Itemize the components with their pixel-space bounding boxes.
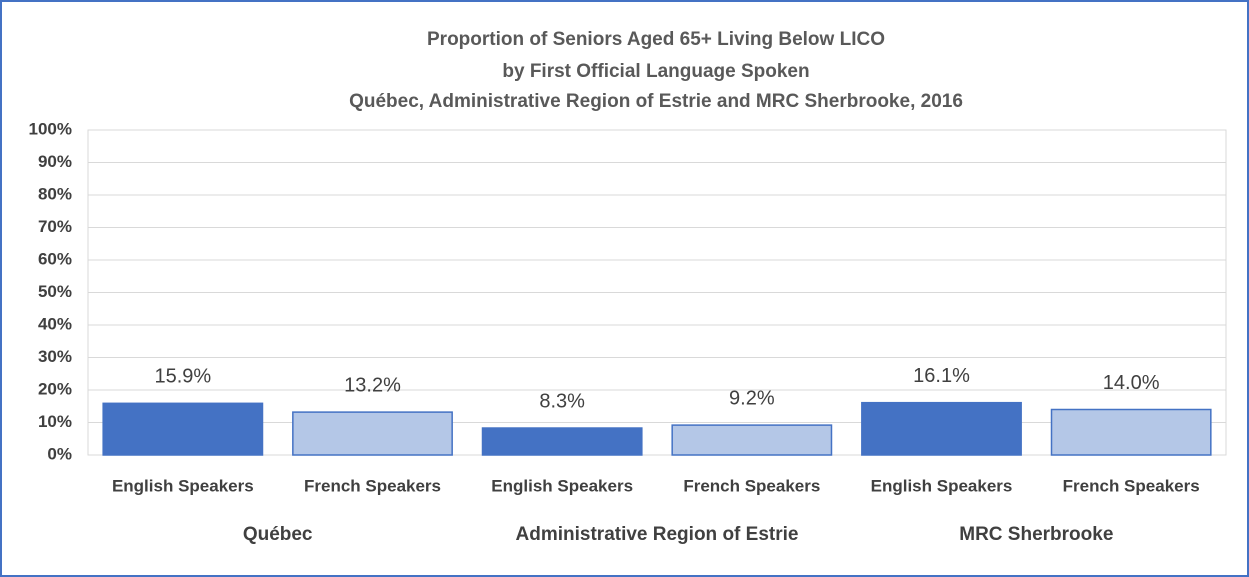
group-label: MRC Sherbrooke: [959, 524, 1113, 545]
bar: [481, 427, 643, 456]
value-label: 13.2%: [344, 374, 401, 396]
y-tick-label: 0%: [47, 444, 72, 463]
x-tick-label: French Speakers: [683, 476, 820, 495]
y-tick-label: 90%: [38, 152, 72, 171]
chart-title: Proportion of Seniors Aged 65+ Living Be…: [427, 29, 885, 50]
y-tick-label: 10%: [38, 412, 72, 431]
x-tick-label: English Speakers: [491, 476, 633, 495]
bar: [292, 411, 453, 456]
value-label: 16.1%: [913, 365, 970, 387]
chart-title: Québec, Administrative Region of Estrie …: [349, 91, 963, 112]
y-tick-label: 40%: [38, 314, 72, 333]
value-label: 15.9%: [154, 366, 211, 388]
y-tick-label: 80%: [38, 184, 72, 203]
chart-title: by First Official Language Spoken: [502, 61, 809, 82]
bar: [861, 401, 1022, 456]
group-label: Administrative Region of Estrie: [516, 524, 799, 545]
x-tick-label: French Speakers: [1063, 476, 1200, 495]
value-label: 8.3%: [539, 390, 585, 412]
value-label: 14.0%: [1103, 372, 1160, 394]
x-tick-label: English Speakers: [112, 476, 254, 495]
y-tick-label: 50%: [38, 282, 72, 301]
bar: [102, 402, 264, 456]
y-tick-label: 70%: [38, 217, 72, 236]
x-tick-label: French Speakers: [304, 476, 441, 495]
y-tick-label: 100%: [29, 119, 72, 138]
y-tick-label: 30%: [38, 347, 72, 366]
group-label: Québec: [243, 524, 313, 545]
x-tick-label: English Speakers: [871, 476, 1013, 495]
y-tick-label: 20%: [38, 379, 72, 398]
value-label: 9.2%: [729, 387, 775, 409]
bar: [671, 424, 833, 456]
bar: [1050, 408, 1212, 456]
y-tick-label: 60%: [38, 249, 72, 268]
